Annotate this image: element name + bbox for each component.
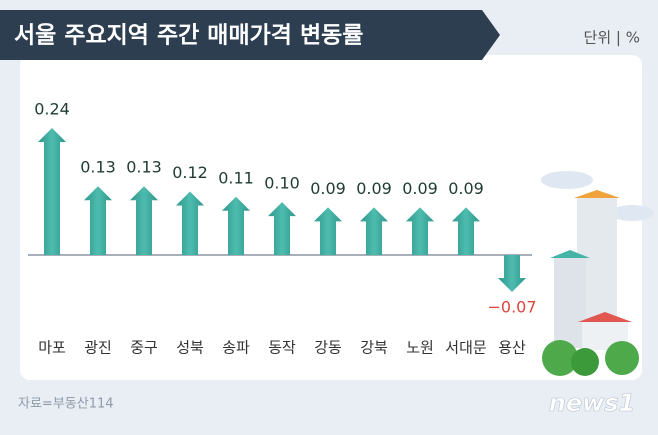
value-label: 0.13 [80,158,116,177]
arrow-bar [38,128,66,255]
brand-logo: news1 [549,389,636,417]
x-tick-label: 성북 [176,339,204,357]
value-label: 0.10 [264,174,300,193]
arrow-bar [222,196,250,255]
x-tick-label: 송파 [222,339,250,357]
arrow-bar [268,202,296,255]
arrow-bar [84,186,112,255]
arrow-bar [314,207,342,255]
x-tick-label: 노원 [406,339,434,357]
arrow-bar [498,255,526,293]
buildings [541,171,654,376]
arrow-bar [360,207,388,255]
x-tick-label: 강동 [314,339,342,357]
arrow-bar [130,186,158,255]
value-label: 0.09 [402,179,438,198]
x-tick-label: 마포 [38,339,66,357]
x-tick-label: 광진 [84,339,112,357]
x-tick-label: 서대문 [445,339,487,357]
chart-title: 서울 주요지역 주간 매매가격 변동률 [14,23,363,49]
value-label: 0.09 [356,179,392,198]
value-label: 0.12 [172,163,208,182]
value-label: 0.11 [218,168,254,187]
arrow-bar [176,191,204,255]
arrow-bar [406,207,434,255]
x-tick-label: 중구 [130,339,158,357]
value-label: 0.24 [34,100,70,119]
x-tick-label: 동작 [268,339,296,357]
value-label: 0.09 [310,179,346,198]
x-tick-label: 용산 [498,339,526,357]
value-label: 0.09 [448,179,484,198]
unit-label: 단위 | % [584,29,640,47]
arrow-bar [452,207,480,255]
value-label: −0.07 [487,298,536,317]
value-label: 0.13 [126,158,162,177]
title-banner [0,10,500,60]
x-tick-label: 강북 [360,339,388,357]
source: 자료=부동산114 [18,397,114,412]
